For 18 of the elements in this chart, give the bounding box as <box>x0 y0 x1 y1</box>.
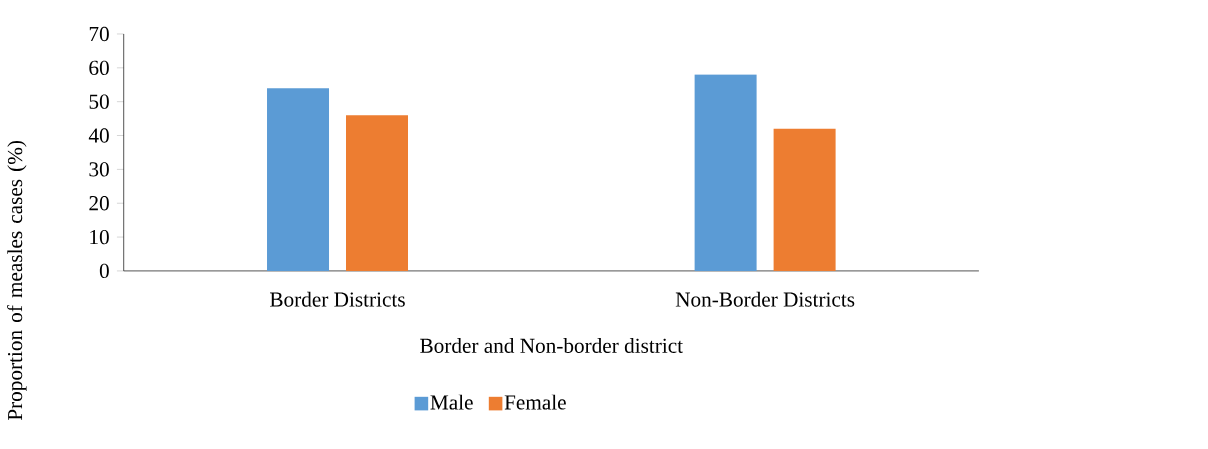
legend-label: Male <box>430 394 473 410</box>
y-tick-label: 30 <box>89 162 109 177</box>
x-axis-title: Border and Non-border district <box>420 338 683 354</box>
bar <box>694 74 757 271</box>
y-tick-label: 70 <box>89 26 109 42</box>
y-axis-title: Proportion of measles cases (%) <box>7 141 27 421</box>
y-tick-label: 50 <box>89 94 109 109</box>
legend-label: Female <box>504 394 566 410</box>
y-tick-label: 0 <box>99 263 109 279</box>
x-tick-label: Border Districts <box>270 291 405 307</box>
bar <box>267 88 330 271</box>
y-tick-label: 20 <box>89 196 109 211</box>
bar <box>346 115 408 271</box>
y-tick-label: 40 <box>88 128 109 143</box>
x-tick-label: Non-Border Districts <box>675 291 855 307</box>
y-tick-label: 10 <box>90 229 109 245</box>
y-tick-label: 60 <box>89 60 109 76</box>
bar <box>773 128 836 271</box>
